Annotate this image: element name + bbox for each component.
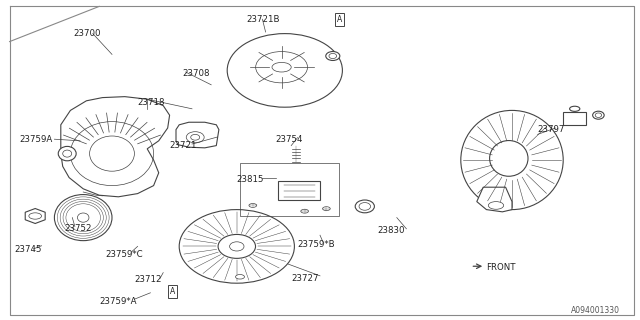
Ellipse shape — [326, 52, 340, 60]
Ellipse shape — [570, 106, 580, 111]
Text: 23700: 23700 — [74, 29, 101, 38]
Ellipse shape — [490, 140, 528, 176]
Ellipse shape — [186, 132, 204, 143]
Ellipse shape — [256, 52, 308, 83]
Ellipse shape — [227, 34, 342, 107]
Ellipse shape — [218, 235, 255, 258]
Ellipse shape — [355, 200, 374, 213]
Circle shape — [301, 209, 308, 213]
Text: 23759*A: 23759*A — [99, 297, 137, 306]
Text: 23830: 23830 — [378, 226, 405, 235]
Ellipse shape — [461, 110, 563, 210]
Circle shape — [488, 202, 504, 209]
Polygon shape — [176, 122, 219, 148]
Text: 23759*B: 23759*B — [298, 240, 335, 249]
Text: 23759*C: 23759*C — [106, 250, 143, 259]
Text: A: A — [170, 287, 175, 296]
Text: 23815: 23815 — [237, 175, 264, 184]
Text: 23797: 23797 — [538, 125, 565, 134]
Text: 23759A: 23759A — [19, 135, 52, 144]
Ellipse shape — [54, 195, 112, 241]
Text: A: A — [337, 15, 342, 24]
Text: 23754: 23754 — [275, 135, 303, 144]
Bar — [563, 112, 586, 125]
Text: 23708: 23708 — [182, 69, 210, 78]
Polygon shape — [25, 209, 45, 223]
Text: 23721B: 23721B — [246, 15, 280, 24]
Circle shape — [323, 207, 330, 211]
Ellipse shape — [58, 147, 76, 161]
Ellipse shape — [593, 111, 604, 119]
Circle shape — [249, 204, 257, 207]
Circle shape — [236, 275, 244, 279]
Circle shape — [272, 62, 291, 72]
Text: A094001330: A094001330 — [570, 306, 620, 315]
Text: 23712: 23712 — [134, 276, 162, 284]
Text: 23745: 23745 — [14, 245, 42, 254]
Text: 23721: 23721 — [170, 141, 197, 150]
Bar — [278, 181, 320, 200]
Text: 23718: 23718 — [138, 98, 165, 107]
Ellipse shape — [77, 213, 89, 222]
Ellipse shape — [179, 210, 294, 283]
Text: FRONT: FRONT — [486, 263, 516, 272]
Polygon shape — [477, 187, 512, 212]
Text: 23727: 23727 — [291, 274, 319, 283]
Text: 23752: 23752 — [64, 224, 92, 233]
Bar — [240, 163, 339, 216]
